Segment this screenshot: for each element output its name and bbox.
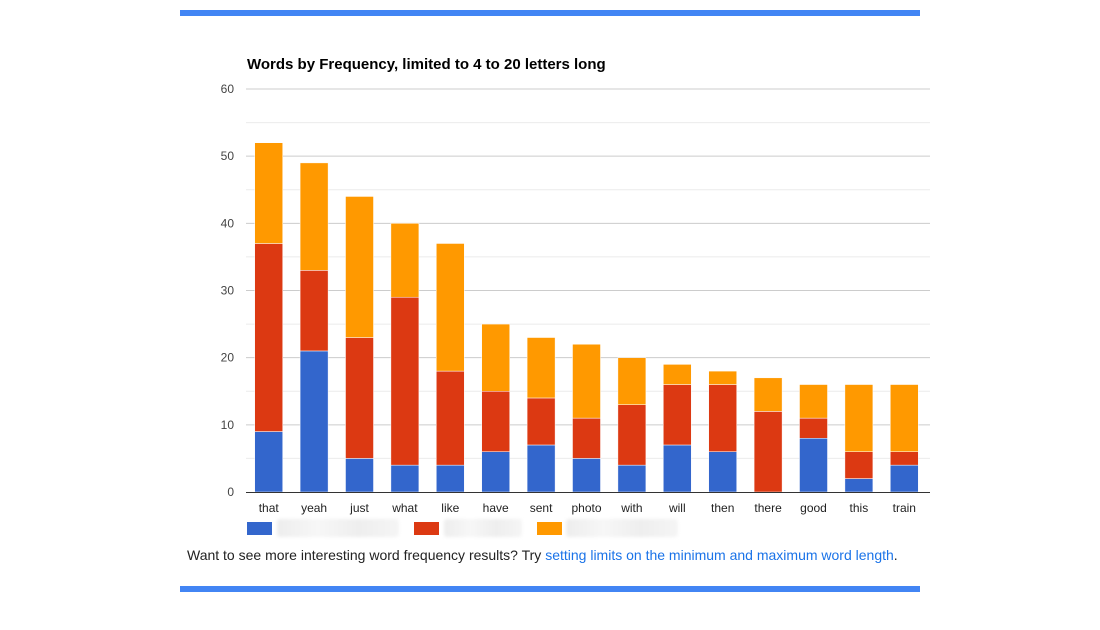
bar-segment	[390, 464, 420, 493]
bar-segment	[890, 464, 919, 493]
y-tick-label: 40	[221, 216, 235, 230]
bar-segment	[708, 384, 737, 452]
x-tick-label: yeah	[301, 501, 327, 515]
bars	[254, 142, 919, 493]
bar-segment	[345, 337, 374, 459]
legend-swatch	[414, 522, 439, 535]
x-tick-label: photo	[571, 501, 601, 515]
x-tick-label: this	[850, 501, 869, 515]
bar-segment	[844, 478, 874, 493]
x-tick-label: that	[259, 501, 280, 515]
bar-segment	[799, 438, 828, 493]
legend-swatch	[537, 522, 562, 535]
legend[interactable]	[247, 522, 562, 535]
top-divider	[180, 10, 920, 16]
y-tick-label: 30	[221, 284, 235, 298]
bar-segment	[254, 142, 283, 244]
bar-segment	[390, 296, 420, 466]
bar-segment	[345, 196, 374, 338]
bar-segment	[890, 384, 919, 452]
bar-segment	[663, 364, 692, 385]
bar-segment	[345, 458, 374, 493]
bar-segment	[572, 343, 601, 419]
bar-segment	[526, 397, 556, 446]
y-tick-label: 60	[221, 82, 235, 96]
bar-segment	[572, 417, 601, 459]
bar-segment	[481, 391, 510, 452]
bar-segment	[799, 417, 828, 439]
word-length-limits-link[interactable]: setting limits on the minimum and maximu…	[545, 547, 894, 563]
chart-title: Words by Frequency, limited to 4 to 20 l…	[247, 56, 606, 73]
bar-segment	[708, 451, 737, 493]
bar-segment	[617, 404, 647, 466]
footer-note: Want to see more interesting word freque…	[187, 547, 898, 563]
bar-segment	[753, 377, 783, 412]
bar-segment	[526, 444, 556, 493]
footer-text: Want to see more interesting word freque…	[187, 547, 546, 563]
bar-segment	[436, 464, 465, 493]
bar-segment	[436, 370, 465, 466]
y-tick-label: 50	[221, 149, 235, 163]
bar-segment	[844, 451, 874, 479]
bar-segment	[526, 337, 556, 399]
x-tick-label: then	[711, 501, 734, 515]
bar-segment	[799, 384, 828, 419]
legend-label-blurred-3	[566, 519, 678, 537]
bar-segment	[663, 384, 692, 446]
bar-segment	[254, 431, 283, 493]
bar-segment	[436, 243, 465, 372]
bar-segment	[572, 458, 601, 493]
bar-segment	[299, 270, 329, 352]
footer-period: .	[893, 547, 898, 563]
x-tick-label: will	[668, 501, 686, 515]
bar-segment	[617, 464, 647, 493]
x-tick-label: with	[620, 501, 642, 515]
bar-segment	[753, 411, 783, 493]
bar-segment	[299, 162, 329, 271]
bar-segment	[299, 350, 329, 493]
bottom-divider	[180, 586, 920, 592]
bar-segment	[617, 357, 647, 405]
legend-swatch	[247, 522, 272, 535]
x-tick-label: like	[441, 501, 459, 515]
bar-segment	[481, 323, 510, 392]
bar-segment	[708, 370, 737, 385]
legend-label-blurred-2	[444, 519, 522, 537]
x-tick-label: sent	[530, 501, 553, 515]
bar-segment	[890, 451, 919, 466]
x-tick-label: train	[893, 501, 916, 515]
x-tick-label: have	[483, 501, 509, 515]
bar-segment	[663, 444, 692, 493]
y-tick-label: 20	[221, 351, 235, 365]
x-tick-label: just	[349, 501, 369, 515]
bar-segment	[481, 451, 510, 493]
x-tick-label: good	[800, 501, 827, 515]
y-tick-label: 10	[221, 418, 235, 432]
x-tick-label: what	[391, 501, 418, 515]
bar-segment	[844, 384, 874, 452]
bar-segment	[390, 223, 420, 298]
x-tick-label: there	[754, 501, 782, 515]
y-tick-label: 0	[227, 485, 234, 499]
axes: 0 10 20 30 40 50 60 that yeah just what like have sen…	[221, 82, 930, 515]
bar-segment	[254, 243, 283, 432]
legend-label-blurred-1	[277, 519, 399, 537]
